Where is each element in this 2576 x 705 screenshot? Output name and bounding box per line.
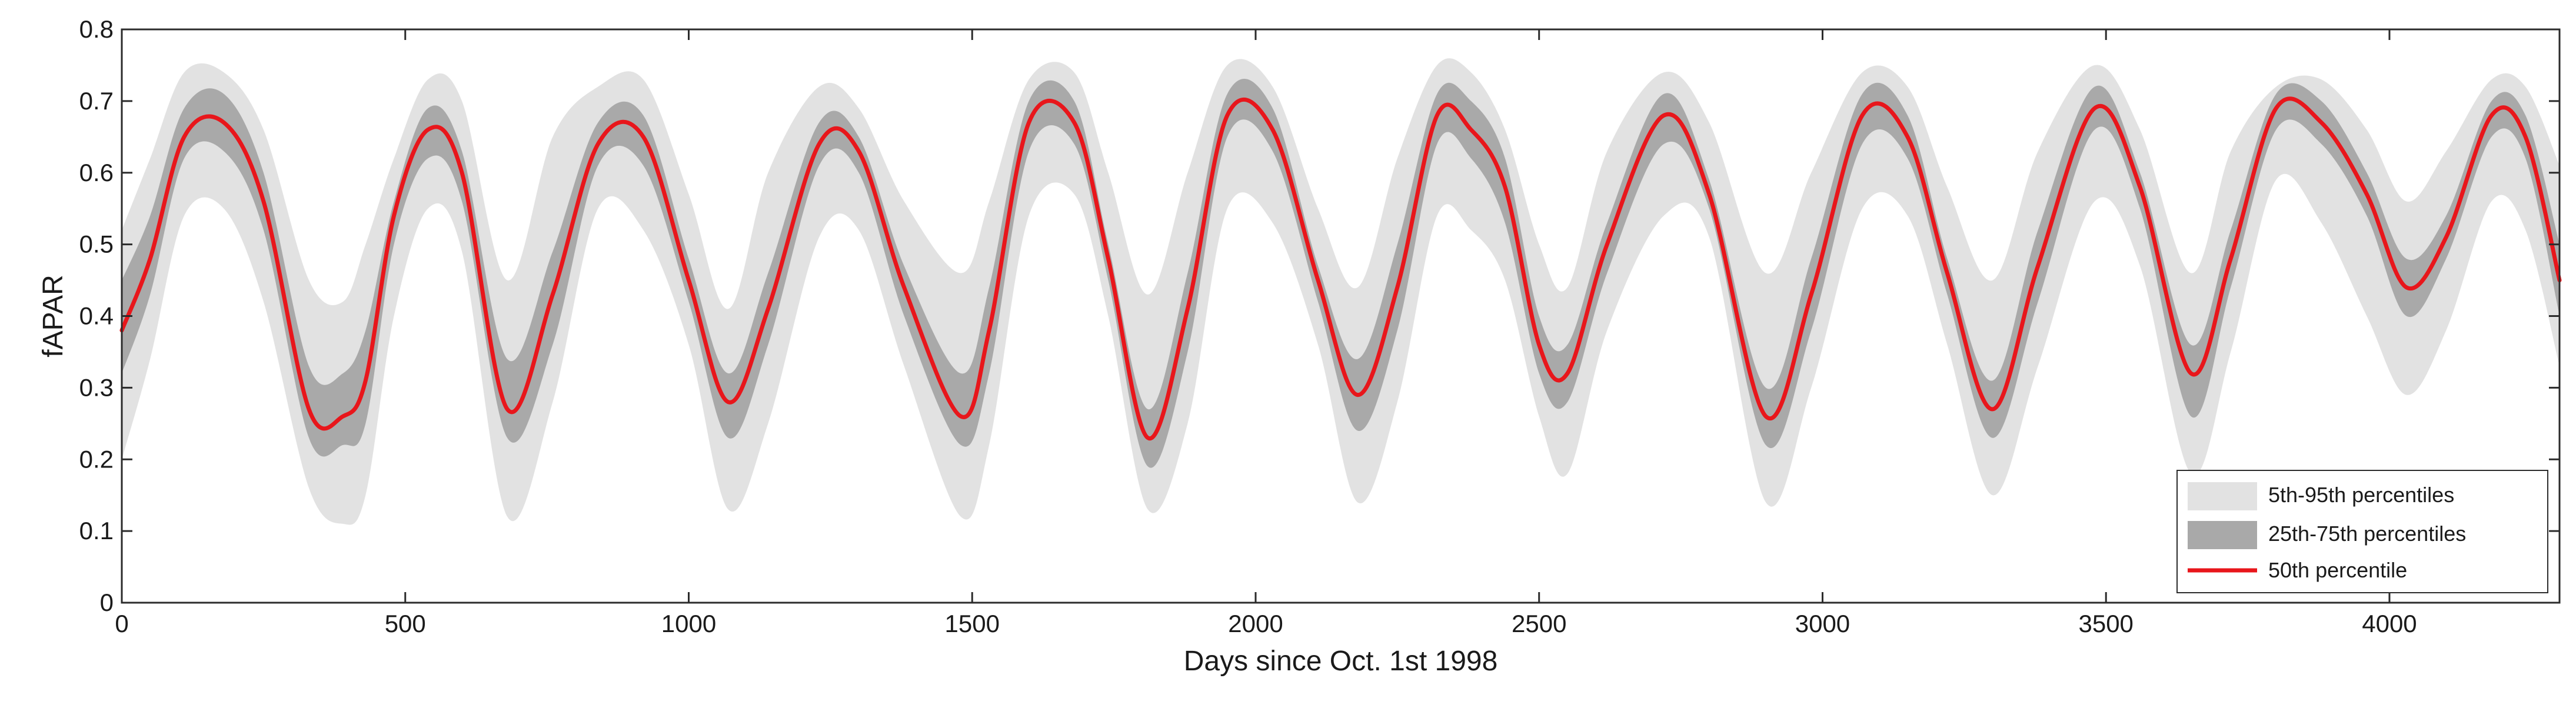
y-tick-label: 0.2	[79, 445, 114, 473]
x-tick-label: 4000	[2362, 610, 2417, 637]
x-tick-label: 0	[115, 610, 128, 637]
x-tick-label: 3500	[2078, 610, 2133, 637]
y-tick-label: 0.8	[79, 15, 114, 43]
legend-swatch-outer-band	[2188, 482, 2257, 510]
median-line-path	[119, 96, 2562, 441]
y-tick-label: 0	[100, 589, 114, 616]
y-tick-label: 0.3	[79, 373, 114, 401]
x-axis-label: Days since Oct. 1st 1998	[1184, 646, 1498, 677]
y-tick-label: 0.1	[79, 517, 114, 544]
median-line-group	[119, 96, 2562, 441]
y-tick-label: 0.6	[79, 159, 114, 186]
y-axis-ticks: 0 0.1 0.2 0.3 0.4 0.5 0.6 0.7 0.8	[79, 15, 2560, 616]
y-axis-label: fAPAR	[38, 275, 69, 357]
y-tick-label: 0.5	[79, 230, 114, 258]
legend-label-outer-band: 5th-95th percentiles	[2268, 483, 2454, 507]
x-tick-label: 2500	[1512, 610, 1566, 637]
x-axis-ticks: 0 500 1000 1500 2000 2500 3000 3500 4000	[115, 29, 2417, 637]
x-tick-label: 500	[385, 610, 426, 637]
legend-label-inner-band: 25th-75th percentiles	[2268, 522, 2466, 546]
legend-label-median: 50th percentile	[2268, 558, 2407, 582]
legend-swatch-inner-band	[2188, 521, 2257, 549]
x-tick-label: 2000	[1228, 610, 1283, 637]
x-tick-label: 1000	[661, 610, 716, 637]
legend: 5th-95th percentiles 25th-75th percentil…	[2176, 470, 2548, 593]
x-tick-label: 1500	[945, 610, 1000, 637]
x-tick-label: 3000	[1795, 610, 1850, 637]
y-tick-label: 0.7	[79, 87, 114, 115]
y-tick-label: 0.4	[79, 302, 114, 330]
